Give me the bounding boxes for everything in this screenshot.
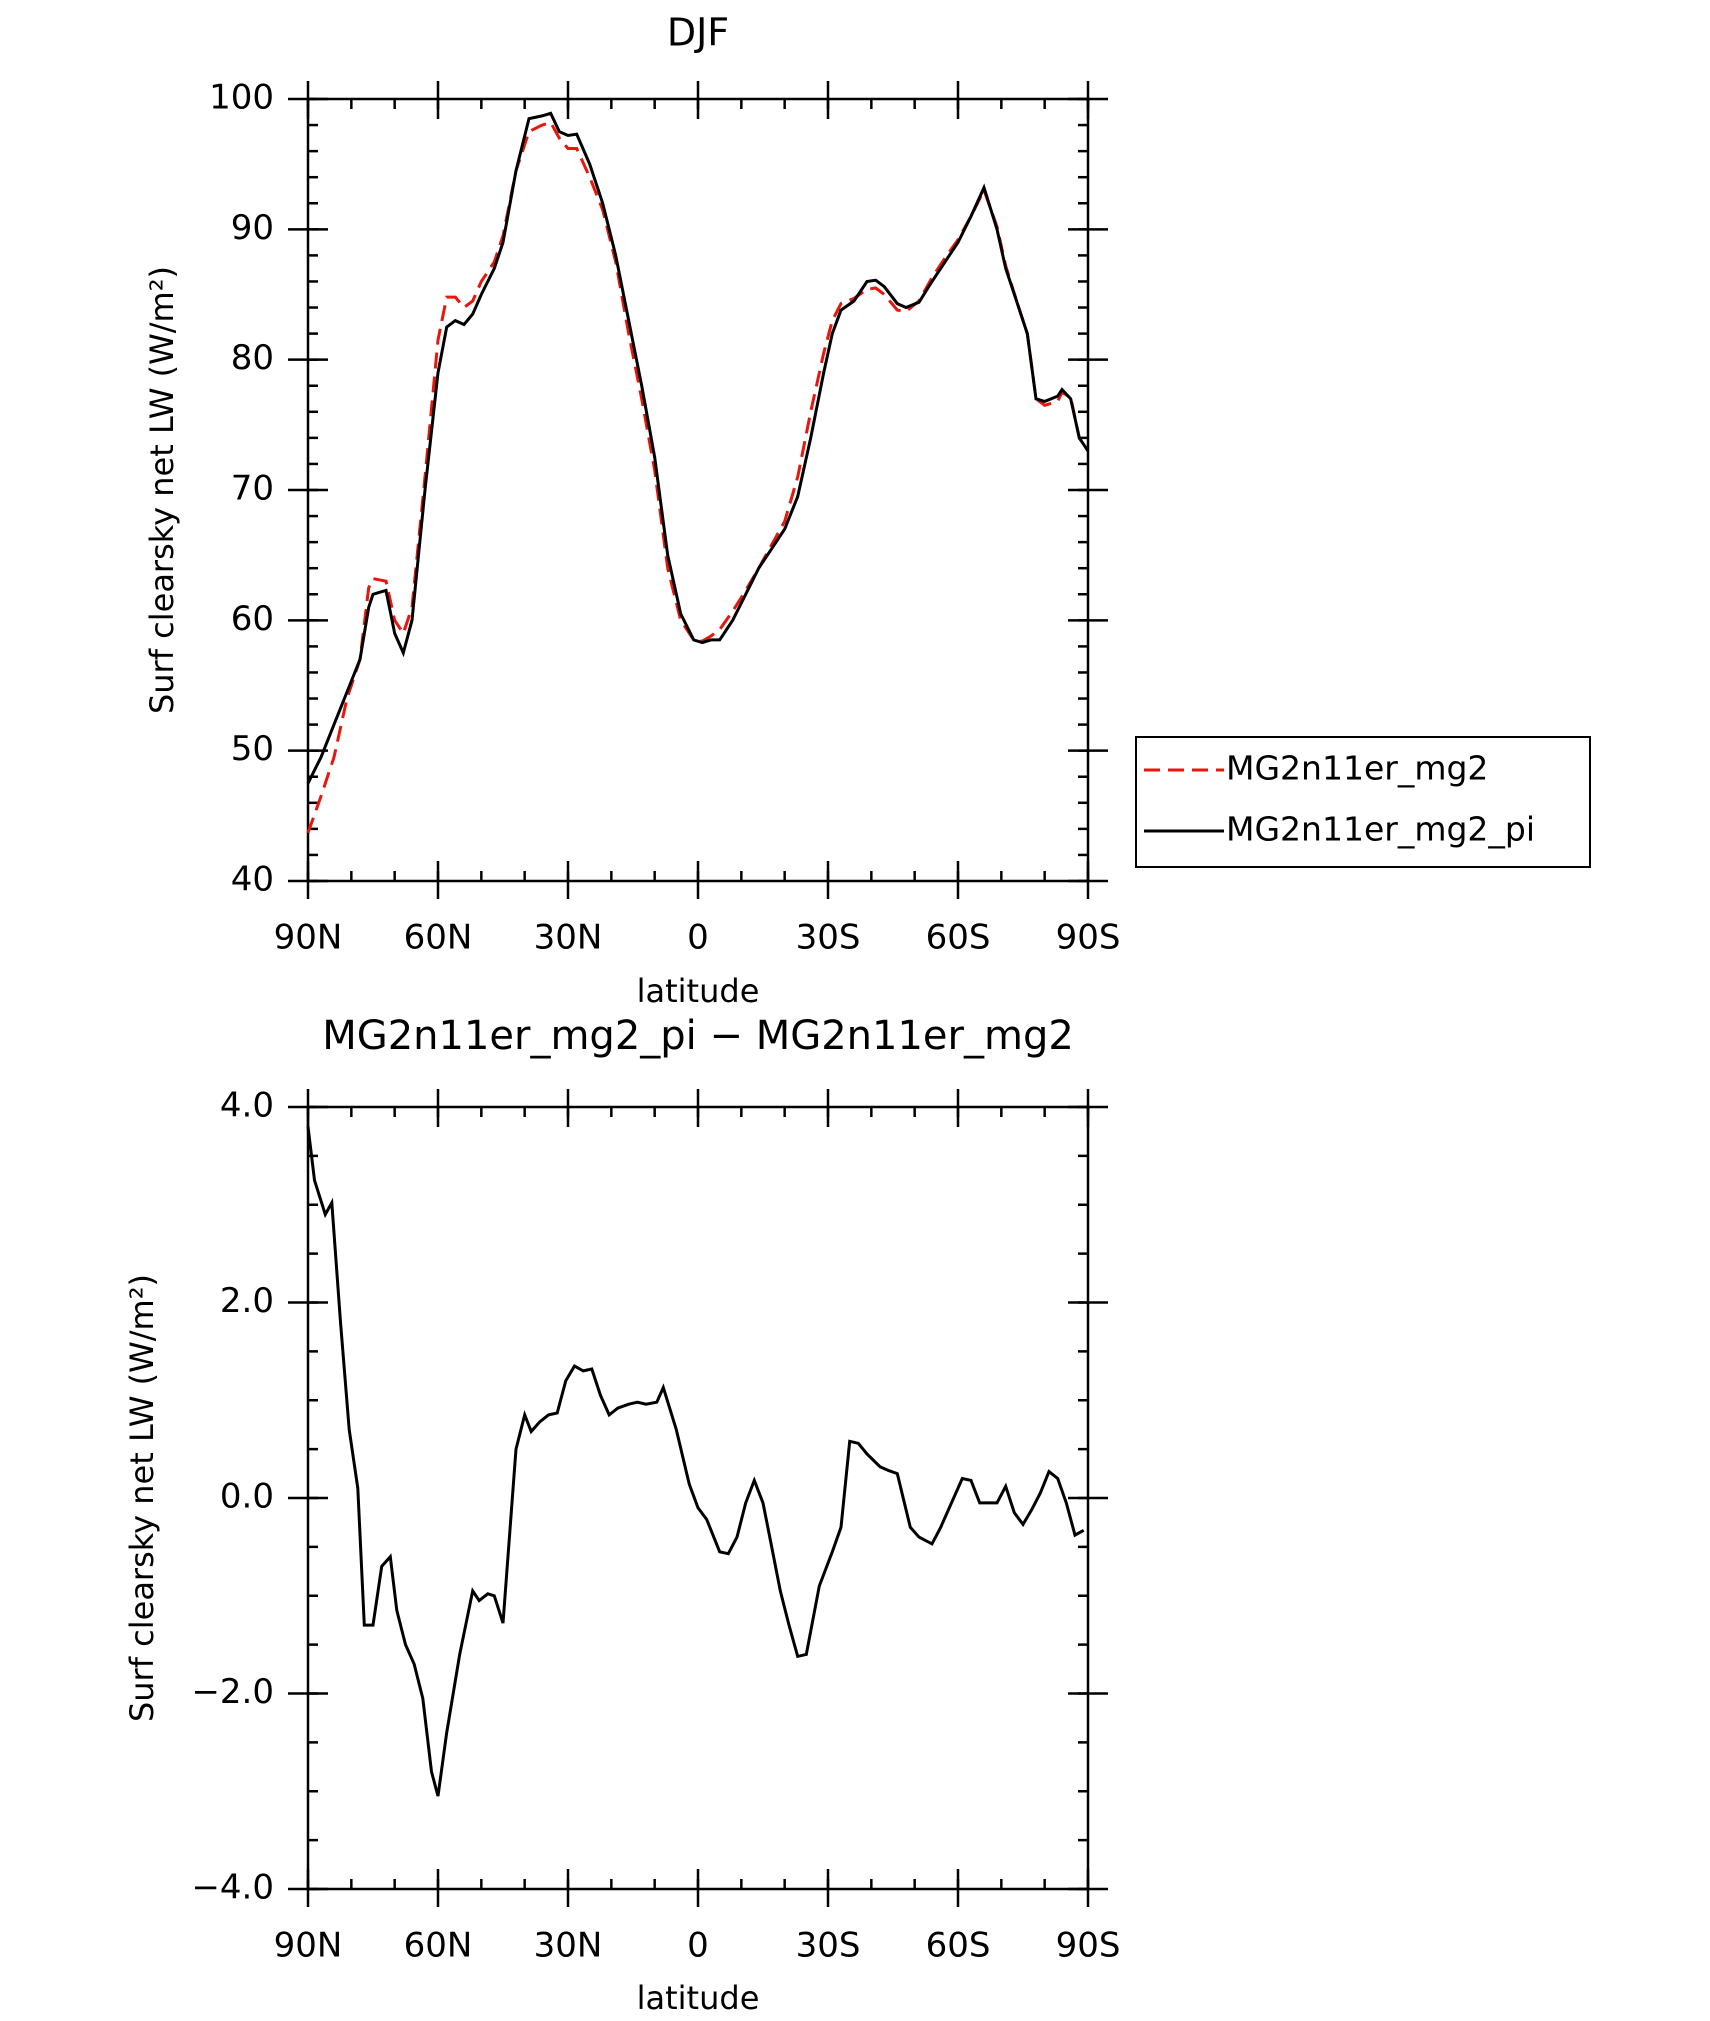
x-axis-label: latitude [637, 972, 760, 1010]
y-axis-label: Surf clearsky net LW (W/m²) [123, 1274, 161, 1722]
y-tick-label: 0.0 [220, 1477, 274, 1517]
y-tick-label: −2.0 [191, 1672, 274, 1712]
x-tick-label: 90N [274, 918, 343, 958]
x-tick-label: 60N [404, 1926, 473, 1966]
y-tick-label: 2.0 [220, 1281, 274, 1321]
y-tick-label: 90 [231, 208, 274, 248]
data-line [306, 120, 1090, 834]
x-tick-label: 90S [1056, 918, 1121, 958]
x-tick-label: 60S [926, 918, 991, 958]
data-line [306, 111, 1090, 784]
x-axis-label: latitude [637, 1979, 760, 2017]
x-tick-label: 30S [796, 918, 861, 958]
plot-frame [306, 1105, 1090, 1891]
x-tick-label: 90N [274, 1926, 343, 1966]
data-line [306, 1126, 1085, 1797]
y-tick-label: 100 [209, 78, 274, 118]
x-tick-label: 0 [687, 918, 709, 958]
y-tick-label: 4.0 [220, 1086, 274, 1126]
chart-title: DJF [667, 11, 729, 55]
x-tick-label: 30N [534, 918, 603, 958]
legend-label: MG2n11er_mg2_pi [1226, 810, 1535, 849]
y-tick-label: −4.0 [191, 1868, 274, 1908]
y-tick-label: 40 [231, 860, 274, 900]
x-tick-label: 90S [1056, 1926, 1121, 1966]
x-tick-label: 0 [687, 1926, 709, 1966]
y-tick-label: 60 [231, 599, 274, 639]
legend-box [1135, 736, 1591, 868]
y-axis-label: Surf clearsky net LW (W/m²) [143, 266, 181, 714]
x-tick-label: 30N [534, 1926, 603, 1966]
legend-label: MG2n11er_mg2 [1226, 749, 1488, 788]
y-tick-label: 70 [231, 469, 274, 509]
x-tick-label: 60N [404, 918, 473, 958]
y-tick-label: 50 [231, 729, 274, 769]
y-tick-label: 80 [231, 338, 274, 378]
x-tick-label: 30S [796, 1926, 861, 1966]
chart-title: MG2n11er_mg2_pi − MG2n11er_mg2 [322, 1013, 1074, 1059]
x-tick-label: 60S [926, 1926, 991, 1966]
